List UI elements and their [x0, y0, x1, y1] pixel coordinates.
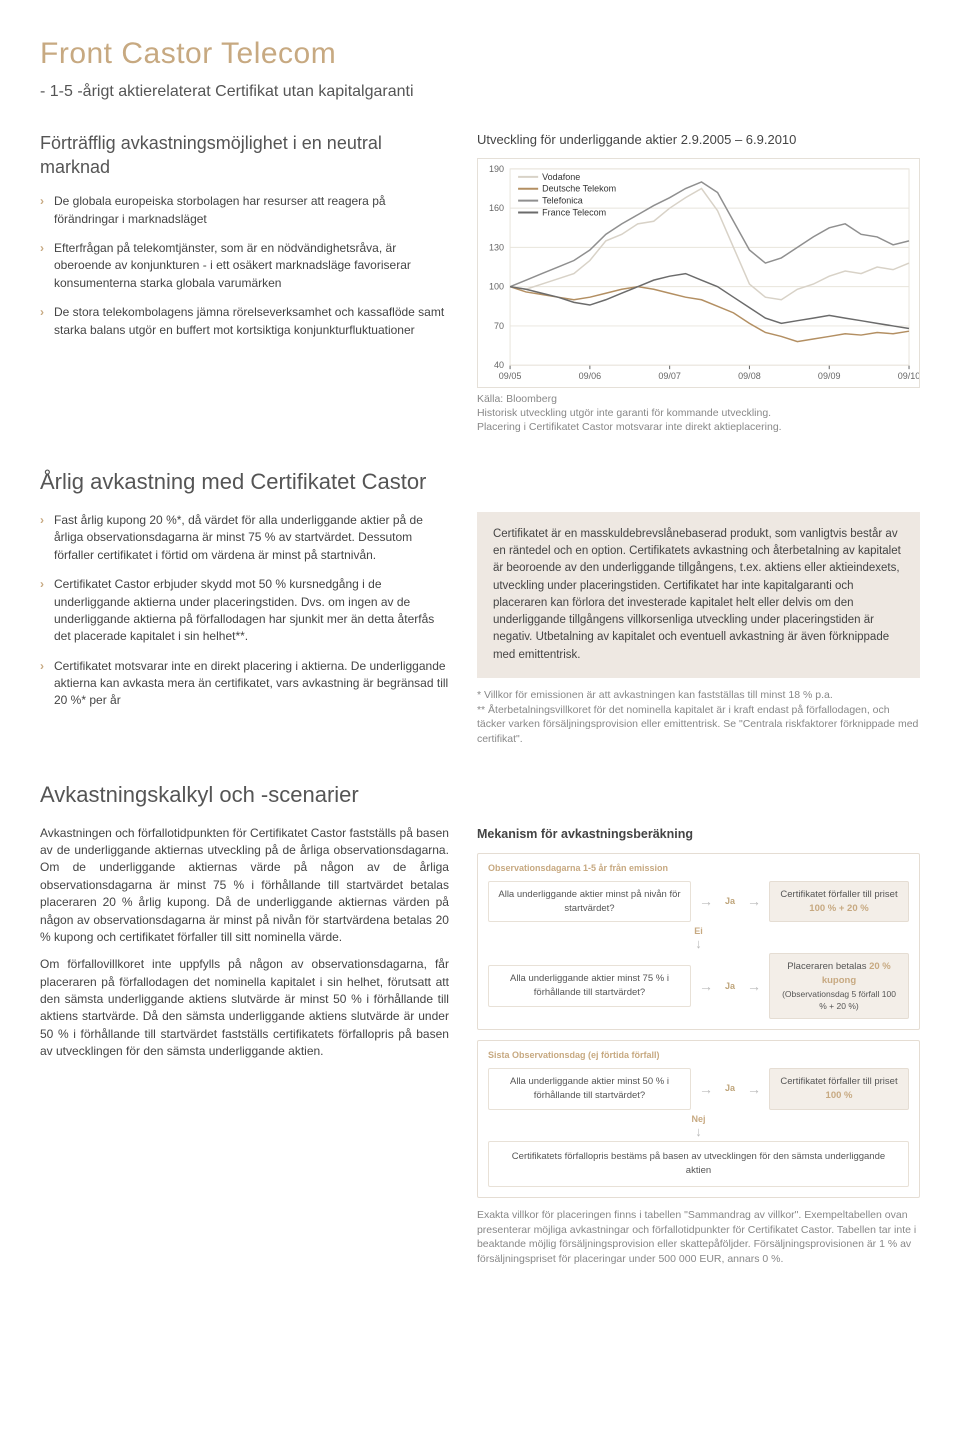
- list-item: Certifikatet motsvarar inte en direkt pl…: [40, 658, 449, 710]
- svg-text:Vodafone: Vodafone: [542, 171, 580, 181]
- flow-label-ja: Ja: [721, 1082, 739, 1095]
- flow-label-ja: Ja: [721, 980, 739, 993]
- list-item: Certifikatet Castor erbjuder skydd mot 5…: [40, 576, 449, 646]
- doc-subtitle: - 1-5 -årigt aktierelaterat Certifikat u…: [40, 80, 920, 103]
- arrow-right-icon: →: [699, 976, 713, 996]
- svg-text:09/08: 09/08: [738, 371, 761, 381]
- flow-question: Alla underliggande aktier minst på nivån…: [488, 881, 691, 923]
- flow-down: Nej ↓: [488, 1113, 909, 1138]
- flow-group-observation: Observationsdagarna 1-5 år från emission…: [477, 853, 920, 1030]
- flow-group-label: Observationsdagarna 1-5 år från emission: [488, 862, 909, 875]
- flow-result-accent: 100 % + 20 %: [809, 903, 868, 914]
- section-intro: Förträfflig avkastningsmöjlighet i en ne…: [40, 131, 920, 434]
- svg-text:09/07: 09/07: [658, 371, 681, 381]
- flow-result-text: Certifikatet förfaller till priset: [780, 1076, 897, 1087]
- list-item: De stora telekombolagens jämna rörelseve…: [40, 304, 449, 339]
- footnote: * Villkor för emissionen är att avkastni…: [477, 688, 920, 747]
- flow-result-accent: 100 %: [826, 1090, 853, 1101]
- svg-text:40: 40: [494, 360, 504, 370]
- flow-result-sub: (Observationsdag 5 förfall 100 % + 20 %): [778, 988, 900, 1013]
- section-annual-return: Fast årlig kupong 20 %*, då värdet för a…: [40, 512, 920, 747]
- info-box: Certifikatet är en masskuldebrevslånebas…: [477, 512, 920, 678]
- list-item: De globala europeiska storbolagen har re…: [40, 193, 449, 228]
- list-item: Fast årlig kupong 20 %*, då värdet för a…: [40, 512, 449, 564]
- chart-disclaimer: Placering i Certifikatet Castor motsvara…: [477, 421, 782, 433]
- intro-heading: Förträfflig avkastningsmöjlighet i en ne…: [40, 131, 449, 180]
- line-chart: 40 70 100 130 160 190 09/05 09/06 09/07 09/08 09/0…: [477, 158, 920, 388]
- footnote: Exakta villkor för placeringen finns i t…: [477, 1208, 920, 1267]
- flow-group-label: Sista Observationsdag (ej förtida förfal…: [488, 1049, 909, 1062]
- flow-result: Certifikatet förfaller till priset 100 %…: [769, 881, 909, 923]
- intro-bullet-list: De globala europeiska storbolagen har re…: [40, 193, 449, 339]
- svg-text:09/10: 09/10: [898, 371, 919, 381]
- svg-text:130: 130: [489, 242, 504, 252]
- svg-text:France Telecom: France Telecom: [542, 207, 606, 217]
- svg-text:160: 160: [489, 203, 504, 213]
- arrow-down-icon: ↓: [488, 938, 909, 950]
- chart-title: Utveckling för underliggande aktier 2.9.…: [477, 131, 920, 150]
- svg-text:Deutsche Telekom: Deutsche Telekom: [542, 183, 616, 193]
- flow-down: Ei ↓: [488, 925, 909, 950]
- sec2-bullet-list: Fast årlig kupong 20 %*, då värdet för a…: [40, 512, 449, 710]
- flow-final: Certifikatets förfallopris bestäms på ba…: [488, 1141, 909, 1187]
- arrow-right-icon: →: [747, 891, 761, 911]
- svg-text:Telefonica: Telefonica: [542, 195, 583, 205]
- svg-text:09/06: 09/06: [579, 371, 602, 381]
- list-item: Efterfrågan på telekomtjänster, som är e…: [40, 240, 449, 292]
- svg-text:190: 190: [489, 163, 504, 173]
- arrow-right-icon: →: [747, 1079, 761, 1099]
- svg-text:09/05: 09/05: [499, 371, 522, 381]
- body-paragraph: Avkastningen och förfallotidpunkten för …: [40, 825, 449, 947]
- flow-result-text: Placeraren betalas: [787, 961, 866, 972]
- arrow-right-icon: →: [747, 976, 761, 996]
- mechanism-heading: Mekanism för avkastningsberäkning: [477, 825, 920, 843]
- flow-question: Alla underliggande aktier minst 50 % i f…: [488, 1068, 691, 1110]
- section-scenarios: Avkastningen och förfallotidpunkten för …: [40, 825, 920, 1267]
- chart-source: Källa: Bloomberg: [477, 393, 557, 405]
- arrow-right-icon: →: [699, 1079, 713, 1099]
- section-heading: Årlig avkastning med Certifikatet Castor: [40, 466, 920, 498]
- flow-group-last-observation: Sista Observationsdag (ej förtida förfal…: [477, 1040, 920, 1198]
- arrow-down-icon: ↓: [488, 1126, 909, 1138]
- chart-disclaimer: Historisk utveckling utgör inte garanti …: [477, 407, 771, 419]
- flow-result-text: Certifikatet förfaller till priset: [780, 889, 897, 900]
- body-paragraph: Om förfallovillkoret inte uppfylls på nå…: [40, 956, 449, 1060]
- flow-label-ja: Ja: [721, 895, 739, 908]
- svg-text:70: 70: [494, 320, 504, 330]
- flow-result: Certifikatet förfaller till priset 100 %: [769, 1068, 909, 1110]
- section-heading: Avkastningskalkyl och -scenarier: [40, 779, 920, 811]
- flow-result: Placeraren betalas 20 % kupong (Observat…: [769, 953, 909, 1019]
- flow-question: Alla underliggande aktier minst 75 % i f…: [488, 965, 691, 1007]
- arrow-right-icon: →: [699, 891, 713, 911]
- svg-text:09/09: 09/09: [818, 371, 841, 381]
- doc-title: Front Castor Telecom: [40, 32, 920, 76]
- flowchart: Observationsdagarna 1-5 år från emission…: [477, 853, 920, 1198]
- svg-text:100: 100: [489, 281, 504, 291]
- chart-caption: Källa: Bloomberg Historisk utveckling ut…: [477, 392, 920, 435]
